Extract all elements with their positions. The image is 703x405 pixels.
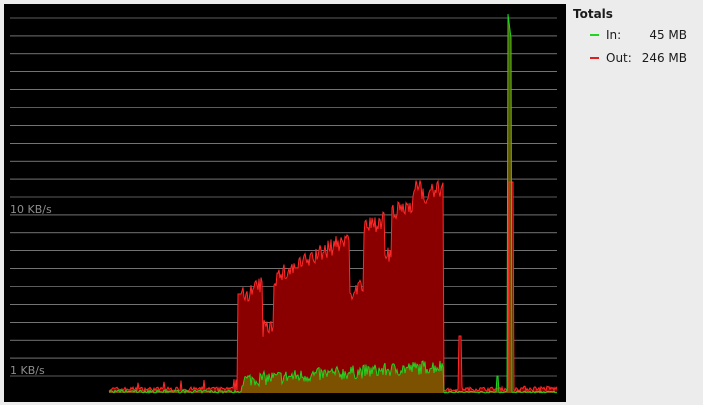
legend-value-out: 246 MB [641,51,687,65]
legend-title: Totals [573,7,613,21]
axis-label-10kb: 10 KB/s [10,203,52,216]
out-traffic-area [109,180,557,393]
traffic-graph: 10 KB/s 1 KB/s [4,4,566,402]
legend-label-out: Out: [606,51,632,65]
legend-row-out: Out: 246 MB [573,51,699,74]
in-traffic-line [108,13,558,395]
legend-value-in: 45 MB [649,28,687,42]
traffic-graph-canvas [10,13,558,395]
in-color-swatch [590,34,599,36]
legend-row-in: In: 45 MB [573,28,699,51]
out-color-swatch [590,57,599,59]
legend-label-in: In: [606,28,622,42]
totals-legend: Totals In: 45 MB Out: 246 MB [573,7,699,74]
axis-label-1kb: 1 KB/s [10,364,45,377]
out-traffic-line [108,179,558,393]
